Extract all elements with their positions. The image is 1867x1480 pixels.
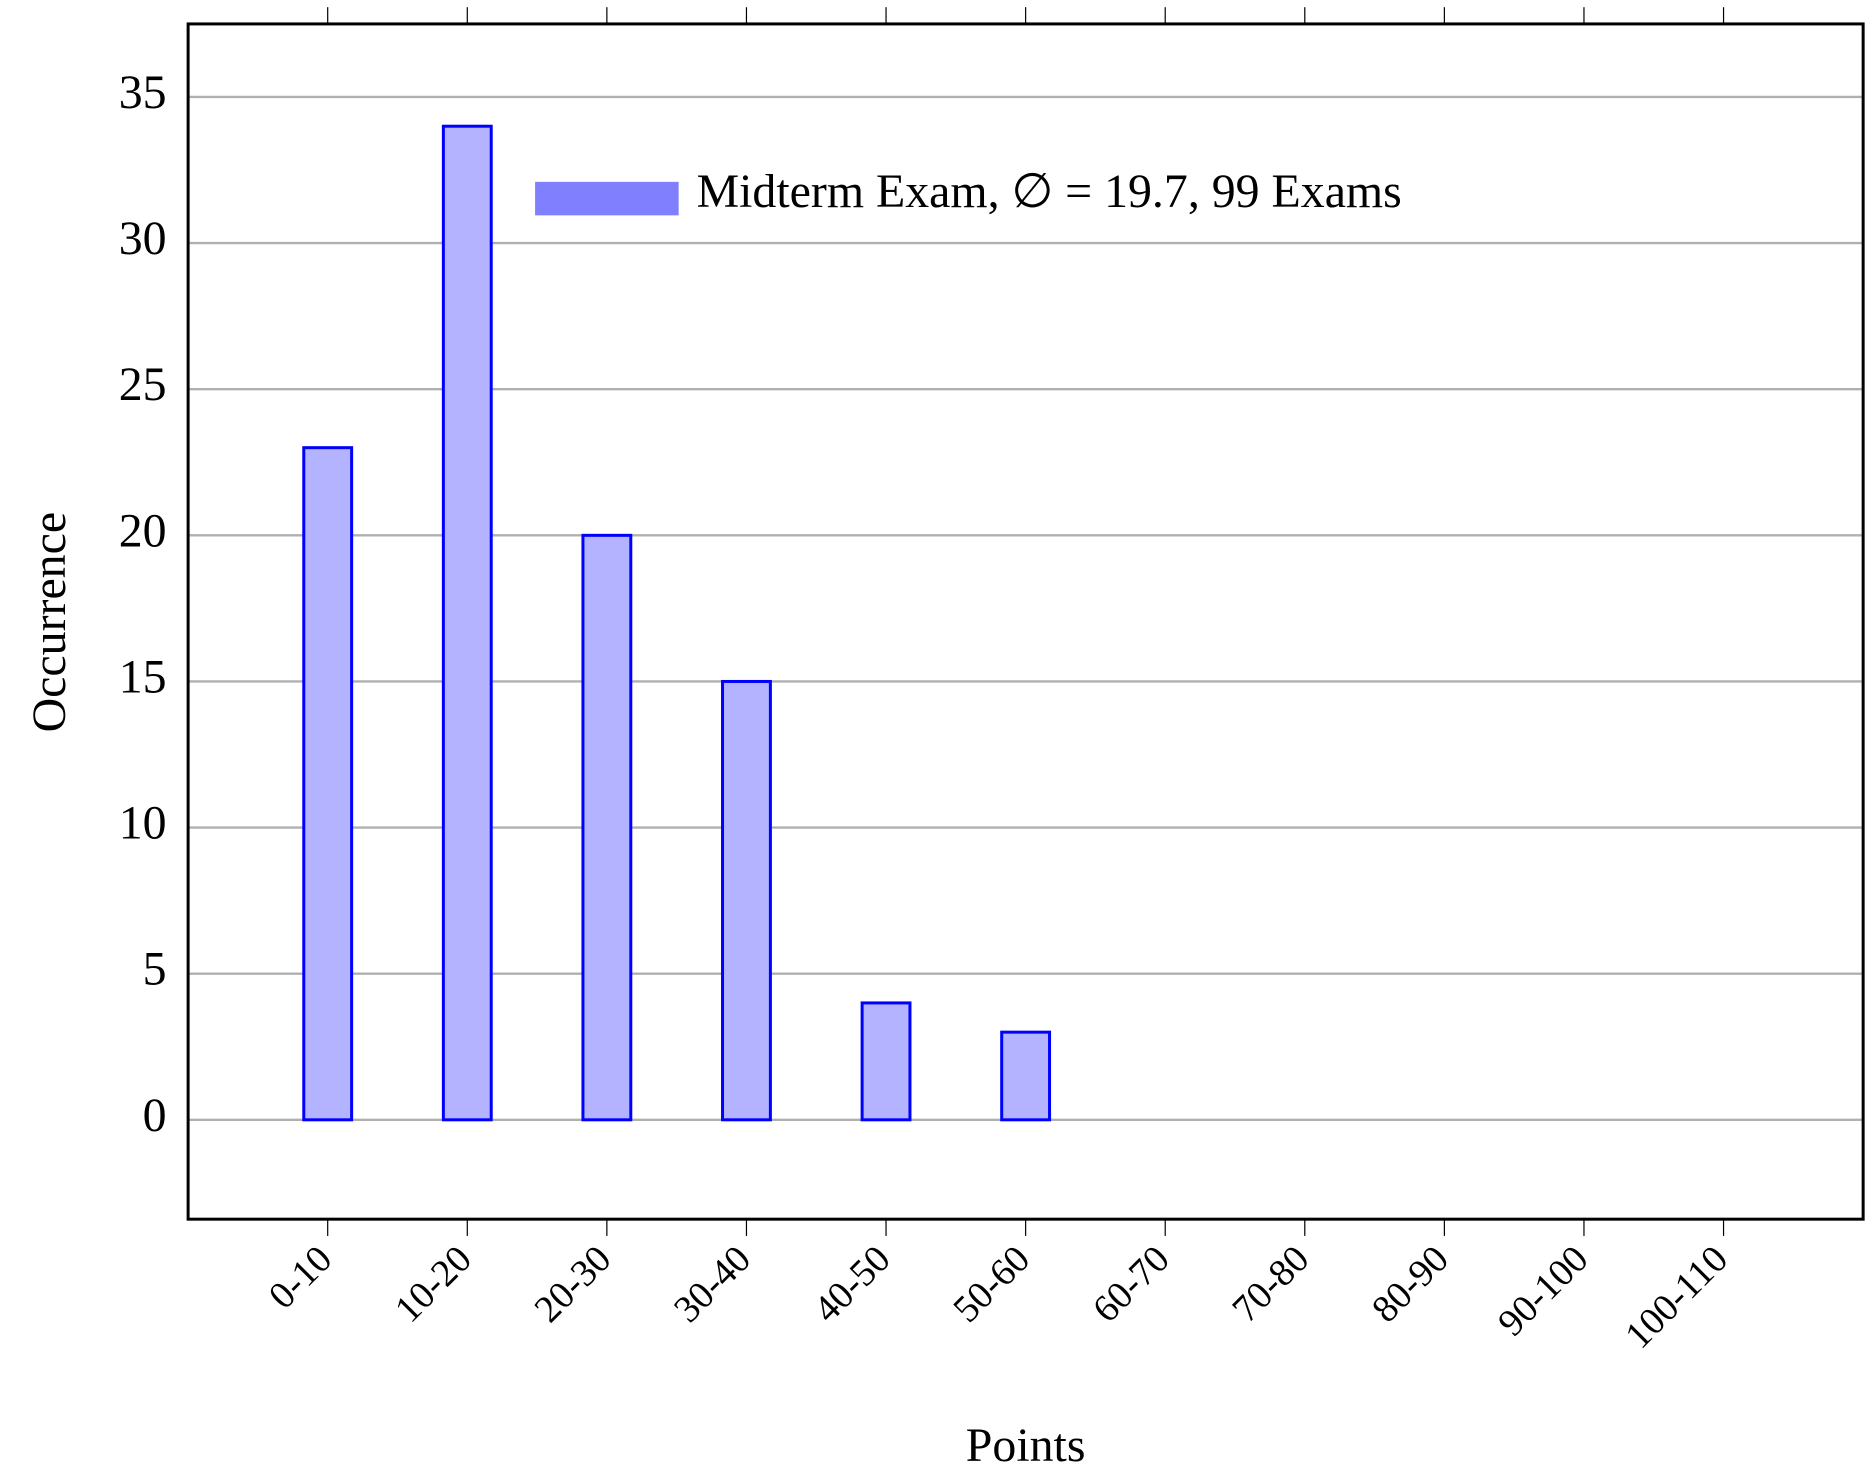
x-tick-label: 50-60	[945, 1238, 1038, 1331]
x-tick-label: 90-100	[1490, 1238, 1596, 1344]
y-tick-label: 30	[119, 212, 167, 265]
y-tick-label: 5	[143, 943, 167, 996]
x-tick-label: 0-10	[261, 1238, 340, 1317]
y-tick-label: 25	[119, 358, 167, 411]
legend-swatch	[535, 181, 679, 216]
x-tick-label: 20-30	[527, 1238, 620, 1331]
bar	[721, 679, 772, 1122]
bar	[302, 446, 354, 1122]
bar	[581, 533, 633, 1122]
y-tick-label: 0	[143, 1089, 167, 1142]
y-tick-label: 35	[119, 66, 167, 119]
x-axis-label: Points	[966, 1419, 1086, 1472]
x-tick-label: 80-90	[1364, 1238, 1457, 1331]
x-tick-label: 10-20	[387, 1238, 480, 1331]
x-tick-label: 70-80	[1225, 1238, 1318, 1331]
x-tick-label: 30-40	[666, 1238, 759, 1331]
legend-label: Midterm Exam, ∅ = 19.7, 99 Exams	[697, 165, 1402, 218]
y-tick-label: 20	[119, 504, 167, 557]
plot-frame	[186, 22, 1865, 1221]
y-axis-label: Occurrence	[23, 512, 76, 732]
bar	[860, 1001, 912, 1122]
bar	[441, 124, 493, 1122]
bar	[1000, 1030, 1052, 1122]
x-tick-label: 100-110	[1617, 1238, 1736, 1357]
y-tick-label: 15	[119, 650, 167, 703]
y-tick-label: 10	[119, 797, 167, 850]
x-tick-label: 40-50	[806, 1238, 899, 1331]
x-tick-label: 60-70	[1085, 1238, 1178, 1331]
